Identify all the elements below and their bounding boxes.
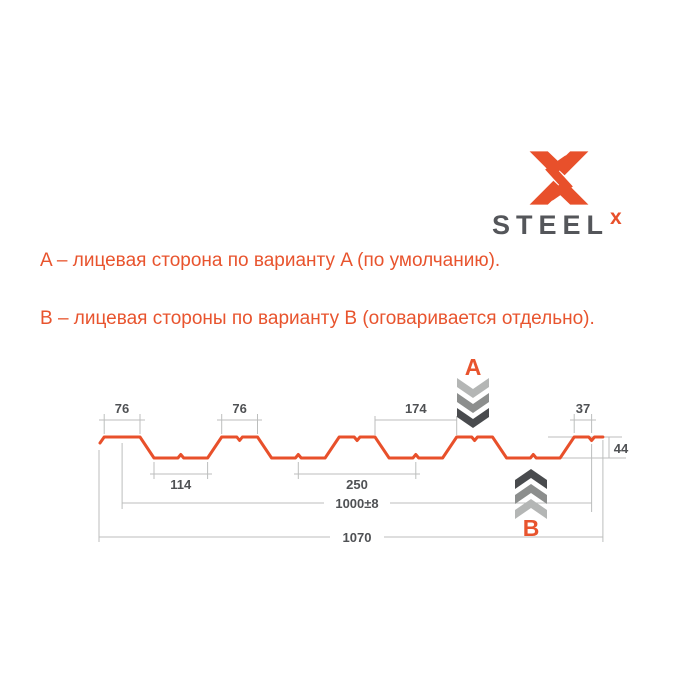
dim-label: 76 <box>115 401 129 416</box>
chevron-down-icon <box>457 378 489 398</box>
chevron-up-icon <box>515 499 547 519</box>
dim-valley-span: 174 <box>374 401 458 435</box>
dim-label: 1000±8 <box>335 496 378 511</box>
dim-top-flat-2: 76 <box>217 401 262 434</box>
dim-edge-rib: 37 <box>570 401 596 433</box>
dim-rib-pitch: 250 <box>294 462 420 492</box>
logo-x-center-link <box>545 155 573 201</box>
dim-label: 250 <box>346 477 368 492</box>
brand-sup-x: x <box>610 206 622 229</box>
side-a-label: A <box>465 354 482 380</box>
profile-cross-section <box>98 435 605 460</box>
brand-wordmark: STEEL x <box>492 207 622 240</box>
dimensions: 76 76 174 37 <box>98 401 629 545</box>
dim-total-width: 1070 <box>98 440 604 545</box>
dim-top-flat-1: 76 <box>99 401 145 434</box>
chevron-down-icon <box>457 408 489 428</box>
chevron-up-icon <box>515 484 547 504</box>
side-b-label: B <box>523 515 540 541</box>
dim-cover-width: 1000±8 <box>121 443 593 512</box>
dim-label: 1070 <box>343 530 372 545</box>
steelx-logo-icon <box>529 151 589 205</box>
dim-label: 76 <box>232 401 246 416</box>
chevron-down-icon <box>457 393 489 413</box>
note-side-a: A – лицевая сторона по варианту A (по ум… <box>40 250 501 271</box>
side-a-chevrons <box>457 378 489 428</box>
side-b-chevrons <box>515 469 547 519</box>
dim-bottom-flat: 114 <box>150 462 212 492</box>
dim-label: 114 <box>170 477 192 492</box>
brand-text: STEEL <box>492 210 610 240</box>
dim-label: 37 <box>576 401 590 416</box>
dim-label: 174 <box>405 401 427 416</box>
dim-height: 44 <box>548 436 629 459</box>
dim-label: 44 <box>614 441 629 456</box>
chevron-up-icon <box>515 469 547 489</box>
note-side-b: B – лицевая стороны по варианту B (огова… <box>40 308 595 329</box>
